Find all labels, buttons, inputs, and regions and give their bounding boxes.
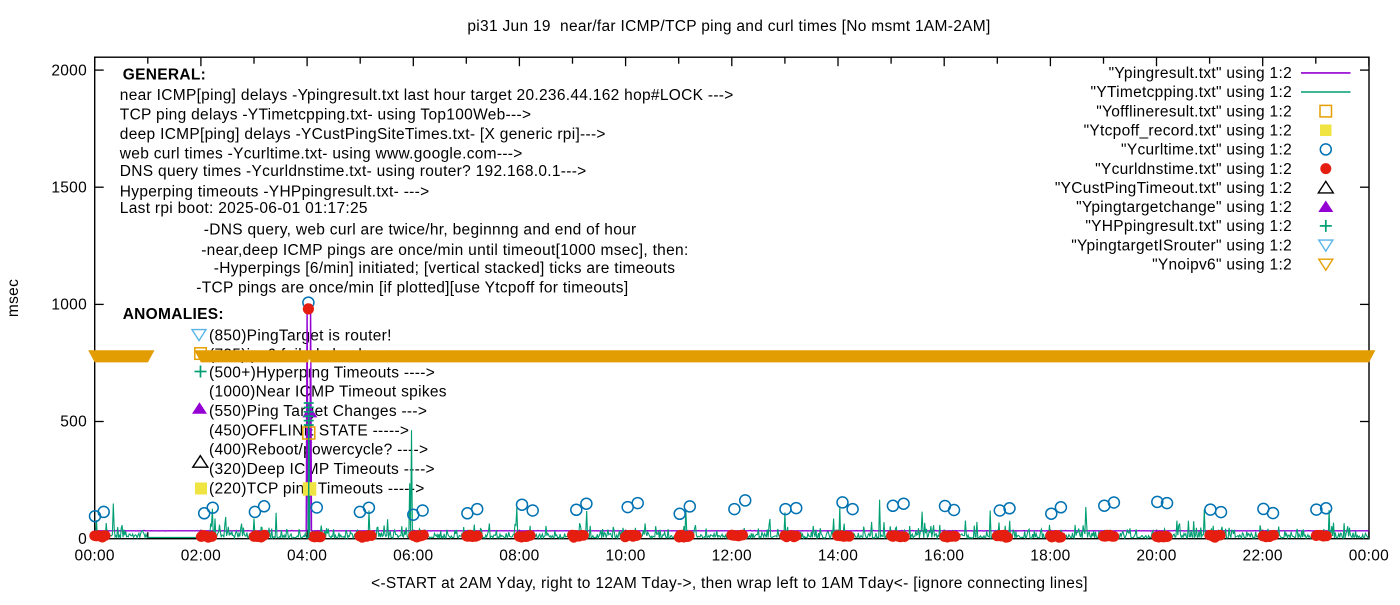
- svg-text:02:00: 02:00: [181, 548, 221, 565]
- svg-text:(1000)Near ICMP Timeout spikes: (1000)Near ICMP Timeout spikes: [209, 384, 447, 401]
- svg-text:(500+)Hyperping Timeouts ---->: (500+)Hyperping Timeouts ---->: [209, 364, 435, 381]
- svg-text:"YHPpingresult.txt" using 1:2: "YHPpingresult.txt" using 1:2: [1085, 218, 1292, 235]
- svg-text:GENERAL:: GENERAL:: [123, 67, 206, 84]
- svg-text:TCP ping delays -YTimetcpping.: TCP ping delays -YTimetcpping.txt- using…: [120, 106, 532, 123]
- svg-text:06:00: 06:00: [393, 548, 433, 565]
- svg-text:0: 0: [78, 531, 87, 548]
- svg-text:deep ICMP[ping] delays -YCustP: deep ICMP[ping] delays -YCustPingSiteTim…: [120, 126, 606, 143]
- svg-text:near ICMP[ping] delays -Ypingr: near ICMP[ping] delays -Ypingresult.txt …: [120, 87, 734, 104]
- svg-text:"Ynoipv6" using 1:2: "Ynoipv6" using 1:2: [1152, 256, 1292, 273]
- svg-text:"Ycurldnstime.txt" using 1:2: "Ycurldnstime.txt" using 1:2: [1095, 161, 1292, 178]
- svg-text:"YCustPingTimeout.txt" using 1: "YCustPingTimeout.txt" using 1:2: [1055, 180, 1292, 197]
- svg-text:(220)TCP ping Timeouts ----->: (220)TCP ping Timeouts ----->: [209, 480, 425, 497]
- svg-text:DNS query times -Ycurldnstime.: DNS query times -Ycurldnstime.txt- using…: [120, 163, 587, 180]
- svg-text:<-START at 2AM Yday, right to: <-START at 2AM Yday, right to 12AM Tday-…: [371, 575, 1088, 592]
- svg-text:20:00: 20:00: [1136, 548, 1176, 565]
- svg-text:14:00: 14:00: [818, 548, 858, 565]
- svg-text:500: 500: [60, 414, 87, 431]
- svg-text:web curl times -Ycurltime.txt-: web curl times -Ycurltime.txt- using www…: [119, 146, 523, 163]
- svg-text:12:00: 12:00: [712, 548, 752, 565]
- svg-text:08:00: 08:00: [499, 548, 539, 565]
- svg-text:"YpingtargetISrouter" using 1:: "YpingtargetISrouter" using 1:2: [1071, 237, 1292, 254]
- svg-text:00:00: 00:00: [75, 548, 115, 565]
- svg-text:ANOMALIES:: ANOMALIES:: [123, 306, 224, 323]
- svg-text:1000: 1000: [51, 297, 87, 314]
- svg-text:"Ycurltime.txt" using 1:2: "Ycurltime.txt" using 1:2: [1121, 142, 1292, 159]
- svg-text:-TCP pings are once/min [if pl: -TCP pings are once/min [if plotted][use…: [196, 279, 628, 296]
- svg-text:(320)Deep ICMP Timeouts ---->: (320)Deep ICMP Timeouts ---->: [209, 461, 435, 478]
- svg-text:Last rpi boot: 2025-06-01 01:1: Last rpi boot: 2025-06-01 01:17:25: [120, 200, 368, 217]
- svg-text:10:00: 10:00: [605, 548, 645, 565]
- svg-text:-Hyperpings [6/min] initiated;: -Hyperpings [6/min] initiated; [vertical…: [214, 260, 675, 277]
- svg-text:00:00: 00:00: [1349, 548, 1389, 565]
- svg-text:Hyperping timeouts -YHPpingres: Hyperping timeouts -YHPpingresult.txt- -…: [120, 184, 430, 201]
- svg-text:-DNS query, web curl are twice: -DNS query, web curl are twice/hr, begin…: [204, 222, 637, 239]
- svg-text:"YTimetcpping.txt" using 1:2: "YTimetcpping.txt" using 1:2: [1091, 84, 1292, 101]
- svg-text:2000: 2000: [51, 62, 87, 79]
- svg-text:-near,deep ICMP pings are once: -near,deep ICMP pings are once/min until…: [201, 242, 688, 259]
- svg-text:(400)Reboot/powercycle? ---->: (400)Reboot/powercycle? ---->: [209, 442, 428, 459]
- svg-text:(550)Ping Target Changes --->: (550)Ping Target Changes --->: [209, 403, 427, 420]
- svg-text:msec: msec: [5, 279, 22, 317]
- svg-text:18:00: 18:00: [1030, 548, 1070, 565]
- svg-text:22:00: 22:00: [1243, 548, 1283, 565]
- svg-text:"Ypingtargetchange" using 1:2: "Ypingtargetchange" using 1:2: [1076, 199, 1292, 216]
- svg-text:"Yofflineresult.txt" using 1:2: "Yofflineresult.txt" using 1:2: [1096, 103, 1292, 120]
- svg-text:"Ytcpoff_record.txt" using 1:2: "Ytcpoff_record.txt" using 1:2: [1084, 123, 1292, 140]
- svg-text:1500: 1500: [51, 179, 87, 196]
- svg-text:04:00: 04:00: [287, 548, 327, 565]
- svg-text:"Ypingresult.txt" using 1:2: "Ypingresult.txt" using 1:2: [1109, 65, 1292, 82]
- svg-text:(850)PingTarget is router!: (850)PingTarget is router!: [209, 328, 392, 345]
- svg-text:16:00: 16:00: [924, 548, 964, 565]
- svg-text:pi31 Jun 19 near/far ICMP/TCP: pi31 Jun 19 near/far ICMP/TCP ping and c…: [467, 18, 990, 35]
